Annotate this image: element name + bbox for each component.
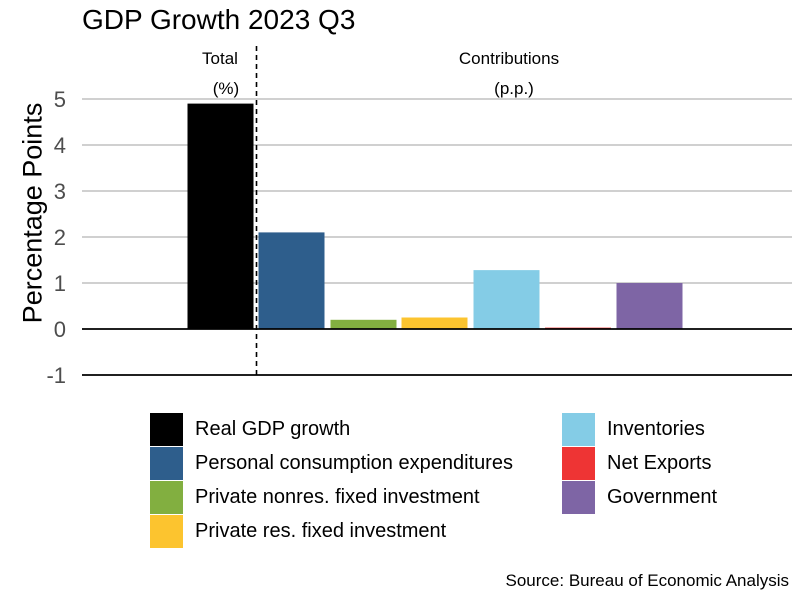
source-note: Source: Bureau of Economic Analysis [505, 571, 789, 590]
group-label: Total [202, 49, 238, 68]
legend-item: Real GDP growth [150, 412, 350, 446]
legend-item: Inventories [562, 412, 705, 446]
y-tick-label: 2 [54, 225, 66, 250]
y-tick-label: 0 [54, 317, 66, 342]
legend-label: Private nonres. fixed investment [195, 485, 480, 508]
legend-label: Private res. fixed investment [195, 519, 447, 542]
legend-label: Net Exports [607, 451, 712, 474]
y-tick-label: 5 [54, 87, 66, 112]
legend-swatch [562, 412, 595, 446]
legend-label: Government [607, 485, 718, 508]
legend-swatch [562, 480, 595, 514]
chart-title: GDP Growth 2023 Q3 [82, 4, 356, 35]
legend-swatch [562, 446, 595, 480]
legend-swatch [150, 480, 183, 514]
y-tick-label: 3 [54, 179, 66, 204]
legend-swatch [150, 446, 183, 480]
bar-personal-consumption-expenditures [258, 232, 325, 329]
legend-item: Private nonres. fixed investment [150, 480, 480, 514]
legend-item: Personal consumption expenditures [150, 446, 513, 480]
bar-private-nonres-fixed-investment [330, 319, 397, 329]
bar-private-res-fixed-investment [401, 317, 468, 329]
y-tick-label: 4 [54, 133, 66, 158]
legend-item: Net Exports [562, 446, 711, 480]
y-tick-label: 1 [54, 271, 66, 296]
legend-label: Inventories [607, 417, 705, 440]
legend-label: Personal consumption expenditures [195, 451, 513, 474]
chart-legend: Real GDP growth Personal consumption expe… [150, 410, 750, 550]
group-unit-label: (%) [213, 79, 239, 98]
legend-item: Private res. fixed investment [150, 514, 446, 548]
legend-item: Government [562, 480, 717, 514]
bar-government [616, 283, 683, 329]
group-unit-label: (p.p.) [494, 79, 534, 98]
group-label: Contributions [459, 49, 559, 68]
legend-label: Real GDP growth [195, 417, 351, 440]
y-tick-label: -1 [46, 363, 66, 388]
legend-swatch [150, 412, 183, 446]
bar-inventories [473, 270, 540, 329]
bar-real-gdp-growth [187, 103, 254, 329]
legend-swatch [150, 514, 183, 548]
